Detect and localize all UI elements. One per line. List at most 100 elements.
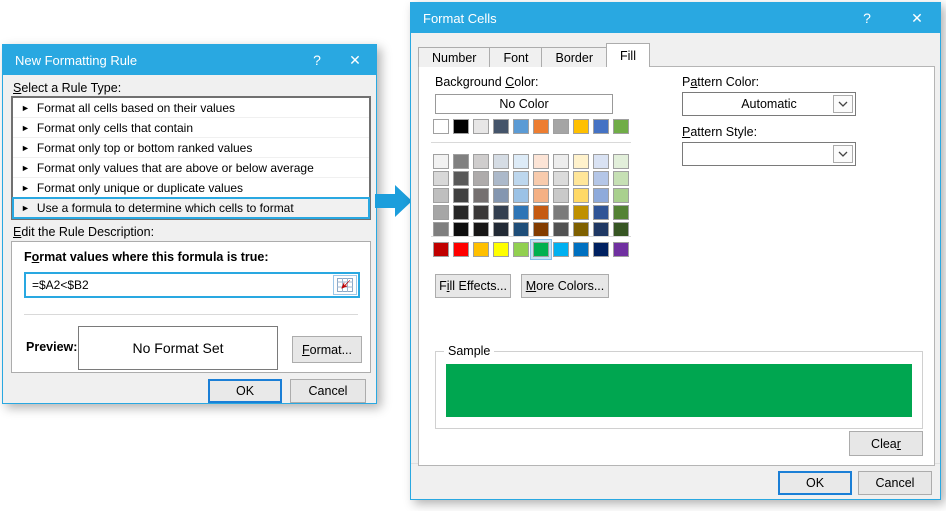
color-swatch[interactable] (593, 154, 609, 169)
color-swatch[interactable] (433, 222, 449, 237)
color-swatch[interactable] (453, 171, 469, 186)
color-swatch[interactable] (593, 188, 609, 203)
color-swatch[interactable] (593, 119, 609, 134)
color-swatch[interactable] (613, 188, 629, 203)
color-swatch[interactable] (593, 171, 609, 186)
color-swatch[interactable] (433, 154, 449, 169)
color-swatch[interactable] (613, 205, 629, 220)
color-swatch[interactable] (533, 222, 549, 237)
no-color-button[interactable]: No Color (435, 94, 613, 114)
color-swatch[interactable] (573, 222, 589, 237)
color-swatch[interactable] (433, 188, 449, 203)
color-swatch[interactable] (513, 154, 529, 169)
color-swatch[interactable] (513, 205, 529, 220)
tab-font[interactable]: Font (489, 47, 543, 67)
color-swatch[interactable] (553, 222, 569, 237)
color-swatch[interactable] (493, 188, 509, 203)
format-button[interactable]: Format... (292, 336, 362, 363)
color-swatch[interactable] (433, 205, 449, 220)
tab-fill[interactable]: Fill (606, 43, 650, 67)
color-swatch[interactable] (453, 119, 469, 134)
color-swatch[interactable] (513, 222, 529, 237)
color-swatch[interactable] (493, 242, 509, 257)
help-button[interactable]: ? (313, 52, 321, 68)
color-swatch[interactable] (573, 154, 589, 169)
color-swatch[interactable] (533, 171, 549, 186)
rule-type-item[interactable]: ► Format all cells based on their values (13, 98, 369, 118)
color-swatch[interactable] (473, 119, 489, 134)
formula-input[interactable] (26, 274, 333, 296)
color-swatch[interactable] (453, 205, 469, 220)
color-swatch[interactable] (493, 154, 509, 169)
color-swatch[interactable] (613, 154, 629, 169)
new-formatting-rule-titlebar[interactable]: New Formatting Rule ? ✕ (3, 45, 376, 75)
fill-effects-button[interactable]: Fill Effects... (435, 274, 511, 298)
collapse-dialog-button[interactable] (333, 275, 357, 295)
rule-type-listbox[interactable]: ► Format all cells based on their values … (11, 96, 371, 220)
color-swatch[interactable] (473, 171, 489, 186)
tab-number[interactable]: Number (418, 47, 491, 67)
rule-type-item[interactable]: ► Format only cells that contain (13, 118, 369, 138)
tab-border[interactable]: Border (541, 47, 608, 67)
color-swatch[interactable] (433, 242, 449, 257)
close-button[interactable]: ✕ (349, 51, 361, 68)
color-swatch[interactable] (533, 119, 549, 134)
color-swatch[interactable] (493, 119, 509, 134)
help-button[interactable]: ? (863, 10, 871, 26)
dropdown-button[interactable] (833, 145, 853, 163)
color-swatch[interactable] (473, 205, 489, 220)
clear-button[interactable]: Clear (849, 431, 923, 456)
color-swatch[interactable] (473, 242, 489, 257)
color-swatch[interactable] (613, 222, 629, 237)
color-swatch[interactable] (473, 188, 489, 203)
color-swatch[interactable] (473, 154, 489, 169)
color-swatch[interactable] (613, 242, 629, 257)
color-swatch[interactable] (533, 154, 549, 169)
color-swatch[interactable] (613, 119, 629, 134)
pattern-style-dropdown[interactable] (682, 142, 856, 166)
color-swatch[interactable] (513, 242, 529, 257)
color-swatch[interactable] (433, 171, 449, 186)
color-swatch[interactable] (473, 222, 489, 237)
color-swatch[interactable] (493, 171, 509, 186)
dropdown-button[interactable] (833, 95, 853, 113)
ok-button[interactable]: OK (208, 379, 282, 403)
color-swatch[interactable] (553, 119, 569, 134)
color-swatch[interactable] (453, 188, 469, 203)
color-swatch[interactable] (533, 188, 549, 203)
color-swatch[interactable] (573, 242, 589, 257)
color-swatch[interactable] (573, 205, 589, 220)
color-swatch[interactable] (533, 205, 549, 220)
color-swatch[interactable] (573, 171, 589, 186)
color-swatch[interactable] (493, 205, 509, 220)
color-swatch[interactable] (553, 154, 569, 169)
cancel-button[interactable]: Cancel (290, 379, 366, 403)
color-swatch[interactable] (493, 222, 509, 237)
color-swatch[interactable] (513, 119, 529, 134)
color-swatch[interactable] (573, 119, 589, 134)
cancel-button[interactable]: Cancel (858, 471, 932, 495)
color-swatch[interactable] (593, 242, 609, 257)
color-swatch[interactable] (553, 171, 569, 186)
color-swatch[interactable] (453, 154, 469, 169)
color-swatch[interactable] (553, 205, 569, 220)
color-swatch[interactable] (433, 119, 449, 134)
color-swatch[interactable] (513, 188, 529, 203)
ok-button[interactable]: OK (778, 471, 852, 495)
rule-type-item[interactable]: ► Format only top or bottom ranked values (13, 138, 369, 158)
color-swatch[interactable] (453, 242, 469, 257)
rule-type-item[interactable]: ► Format only values that are above or be… (13, 158, 369, 178)
color-swatch[interactable] (553, 188, 569, 203)
color-swatch[interactable] (613, 171, 629, 186)
more-colors-button[interactable]: More Colors... (521, 274, 609, 298)
color-swatch[interactable] (553, 242, 569, 257)
format-cells-titlebar[interactable]: Format Cells ? ✕ (411, 3, 940, 33)
color-swatch[interactable] (593, 205, 609, 220)
rule-type-item-selected[interactable]: ► Use a formula to determine which cells … (12, 197, 370, 219)
color-swatch[interactable] (453, 222, 469, 237)
color-swatch[interactable] (573, 188, 589, 203)
color-swatch[interactable] (593, 222, 609, 237)
rule-type-item[interactable]: ► Format only unique or duplicate values (13, 178, 369, 198)
color-swatch[interactable] (513, 171, 529, 186)
close-button[interactable]: ✕ (911, 9, 923, 26)
